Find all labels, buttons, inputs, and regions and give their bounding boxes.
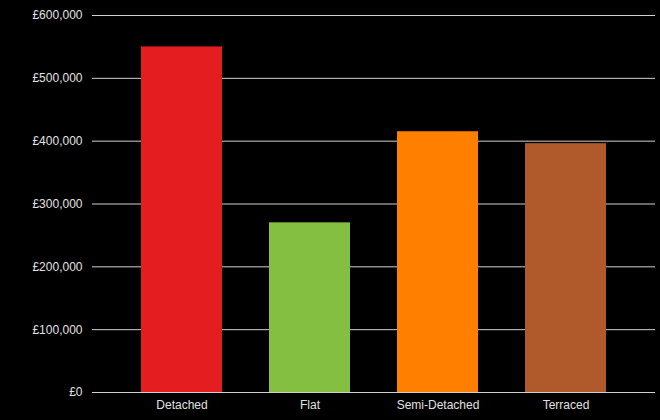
svg-text:£300,000: £300,000 [32,197,82,211]
svg-text:Semi-Detached: Semi-Detached [397,398,480,412]
svg-text:£100,000: £100,000 [32,323,82,337]
svg-text:£600,000: £600,000 [32,8,82,22]
svg-text:£0: £0 [69,385,83,399]
svg-text:Detached: Detached [156,398,207,412]
svg-text:Terraced: Terraced [543,398,590,412]
svg-text:£200,000: £200,000 [32,260,82,274]
svg-text:£400,000: £400,000 [32,134,82,148]
svg-text:Flat: Flat [300,398,321,412]
svg-text:£500,000: £500,000 [32,71,82,85]
